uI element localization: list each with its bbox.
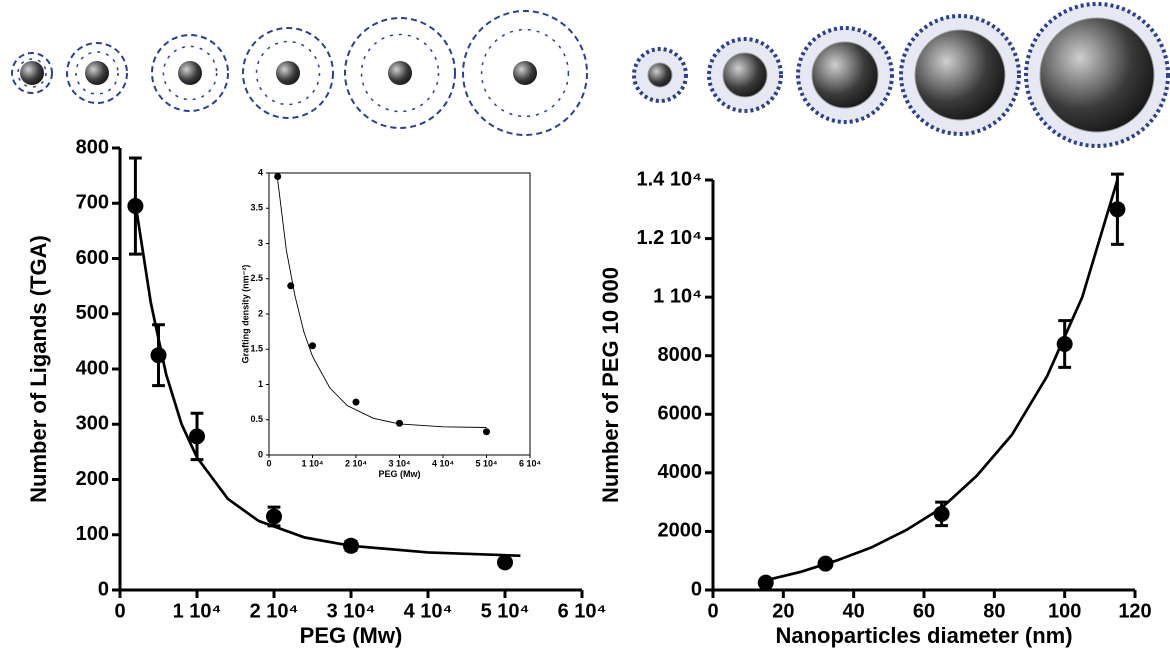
- y-axis-title: Number of PEG 10 000: [598, 267, 623, 503]
- data-point: [150, 347, 167, 364]
- y-tick-label: 200: [76, 468, 109, 490]
- y-tick-label: 2000: [658, 520, 703, 542]
- polymer-corona: [151, 34, 229, 112]
- particle-core: [647, 62, 673, 88]
- fit-curve: [134, 203, 521, 558]
- y-tick-label: 100: [76, 523, 109, 545]
- y-tick-label: 600: [76, 247, 109, 269]
- data-point: [287, 282, 295, 290]
- particle-core: [388, 61, 412, 85]
- data-point: [497, 554, 513, 571]
- y-tick-label: 400: [76, 357, 109, 379]
- particle-core: [1039, 17, 1155, 133]
- y-tick-label: 500: [76, 302, 109, 324]
- polymer-corona: [11, 52, 53, 94]
- x-tick-label: 6 10⁴: [519, 459, 541, 469]
- x-axis-title: Nanoparticles diameter (nm): [775, 623, 1072, 648]
- polymer-corona: [66, 42, 128, 104]
- data-point: [343, 537, 359, 554]
- x-tick-label: 120: [1118, 600, 1151, 622]
- particle-core: [178, 61, 202, 85]
- x-tick-label: 20: [772, 600, 794, 622]
- polymer-corona: [162, 45, 218, 101]
- particle-core: [85, 61, 109, 85]
- x-tick-label: 80: [983, 600, 1005, 622]
- x-tick-label: 0: [114, 600, 125, 622]
- data-point: [266, 508, 282, 525]
- data-point: [817, 555, 834, 572]
- x-tick-label: 2 10⁴: [345, 459, 367, 469]
- x-tick-label: 0: [266, 459, 271, 469]
- fit-curve: [277, 179, 487, 428]
- x-tick-label: 3 10⁴: [327, 600, 376, 622]
- data-point: [757, 574, 774, 591]
- x-axis-title: PEG (Mw): [379, 469, 421, 479]
- x-tick-label: 6 10⁴: [558, 600, 607, 622]
- polymer-corona: [344, 17, 456, 129]
- data-point: [274, 173, 282, 181]
- y-tick-label: 700: [76, 192, 109, 214]
- data-point: [127, 198, 144, 215]
- y-tick-label: 4000: [658, 461, 703, 483]
- y-tick-label: 1.4 10⁴: [637, 168, 703, 190]
- x-tick-label: 2 10⁴: [250, 600, 299, 622]
- data-point: [1109, 201, 1126, 218]
- polymer-corona: [462, 10, 588, 136]
- y-tick-label: 0: [691, 578, 702, 600]
- x-tick-label: 4 10⁴: [404, 600, 453, 622]
- particle-core: [811, 41, 879, 109]
- data-point: [352, 398, 360, 406]
- nanoparticle-illustrations: [11, 2, 1170, 148]
- polymer-corona: [17, 58, 47, 88]
- data-point: [189, 428, 205, 445]
- particle-core: [276, 61, 300, 85]
- y-tick-label: 8000: [658, 344, 703, 366]
- y-tick-label: 0.5: [250, 414, 263, 424]
- polymer-corona: [255, 40, 321, 106]
- x-tick-label: 100: [1048, 600, 1081, 622]
- y-tick-label: 1: [258, 379, 263, 389]
- data-point: [933, 505, 950, 522]
- y-tick-label: 300: [76, 413, 109, 435]
- y-tick-label: 0: [258, 449, 263, 459]
- y-tick-label: 3.5: [250, 203, 263, 213]
- y-axis-title: Number of Ligands (TGA): [26, 235, 51, 503]
- y-tick-label: 6000: [658, 403, 703, 425]
- x-tick-label: 40: [843, 600, 865, 622]
- data-point: [483, 428, 490, 436]
- y-tick-label: 800: [76, 136, 109, 158]
- x-tick-label: 4 10⁴: [432, 459, 454, 469]
- polymer-corona: [242, 27, 334, 119]
- x-tick-label: 1 10⁴: [302, 459, 324, 469]
- particle-core: [20, 61, 44, 85]
- x-tick-label: 1 10⁴: [173, 600, 222, 622]
- data-point: [309, 342, 316, 350]
- y-tick-label: 3: [258, 238, 263, 248]
- polymer-corona: [360, 33, 440, 113]
- data-point: [1056, 336, 1073, 352]
- particle-core: [914, 29, 1006, 121]
- x-tick-label: 5 10⁴: [476, 459, 498, 469]
- plot-frame: [268, 172, 531, 456]
- y-tick-label: 1 10⁴: [653, 285, 702, 307]
- x-tick-label: 5 10⁴: [481, 600, 530, 622]
- polymer-corona: [480, 28, 570, 118]
- y-tick-label: 1.2 10⁴: [637, 227, 703, 249]
- x-axis-title: PEG (Mw): [300, 623, 403, 648]
- y-axis-title: Grafting density (nm⁻²): [240, 265, 250, 364]
- y-tick-label: 2: [258, 308, 263, 318]
- y-tick-label: 1.5: [250, 344, 263, 354]
- y-tick-label: 0: [98, 578, 109, 600]
- x-tick-label: 60: [913, 600, 935, 622]
- data-point: [396, 419, 403, 427]
- x-tick-label: 3 10⁴: [389, 459, 411, 469]
- particle-core: [513, 61, 537, 85]
- x-tick-label: 0: [707, 600, 718, 622]
- polymer-corona: [75, 51, 119, 95]
- y-tick-label: 2.5: [250, 273, 263, 283]
- y-tick-label: 4: [258, 167, 263, 177]
- particle-core: [722, 52, 768, 98]
